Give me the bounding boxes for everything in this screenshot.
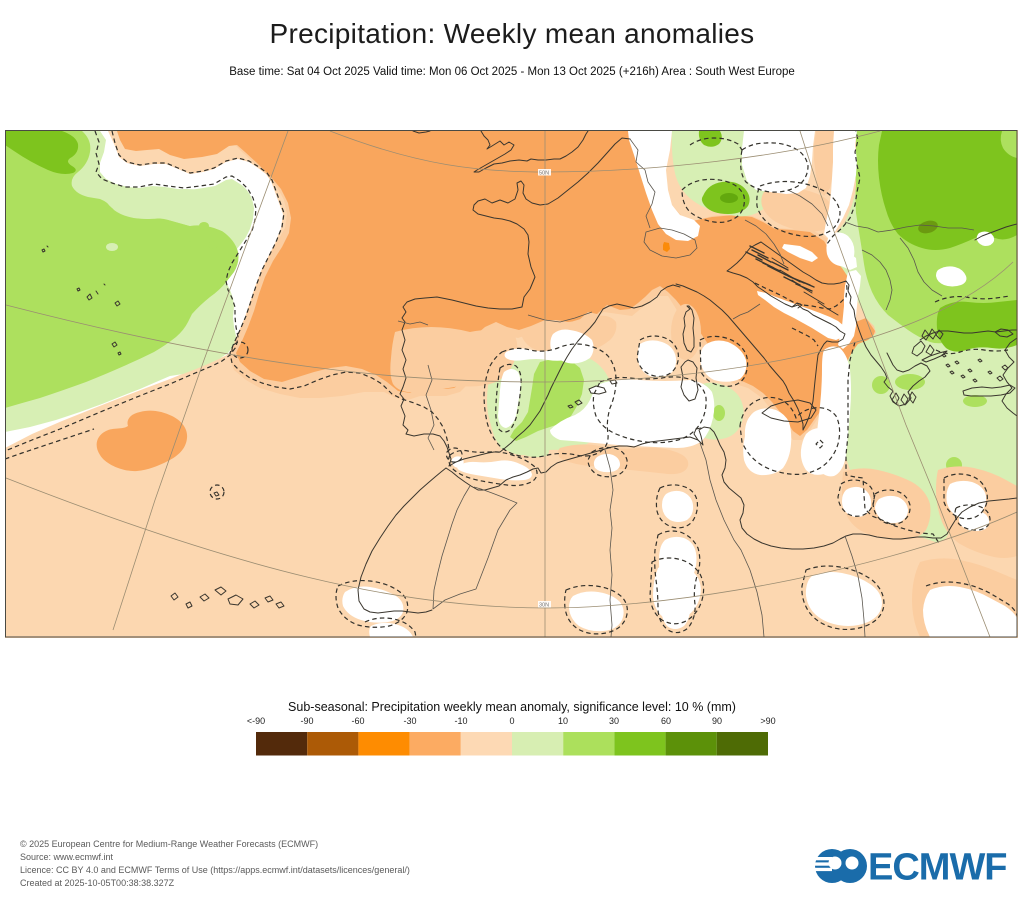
svg-text:ECMWF: ECMWF <box>868 847 1007 889</box>
svg-text:30: 30 <box>609 716 619 726</box>
svg-text:30N: 30N <box>539 603 549 609</box>
svg-text:-90: -90 <box>300 716 313 726</box>
svg-text:-30: -30 <box>403 716 416 726</box>
svg-text:10: 10 <box>558 716 568 726</box>
svg-text:-60: -60 <box>351 716 364 726</box>
svg-text:>90: >90 <box>760 716 775 726</box>
svg-text:50N: 50N <box>539 171 549 177</box>
svg-text:<-90: <-90 <box>247 716 265 726</box>
svg-text:0: 0 <box>509 716 514 726</box>
svg-text:60: 60 <box>661 716 671 726</box>
svg-text:90: 90 <box>712 716 722 726</box>
svg-text:-10: -10 <box>454 716 467 726</box>
svg-text:Sub-seasonal: Precipitation we: Sub-seasonal: Precipitation weekly mean … <box>288 700 736 714</box>
